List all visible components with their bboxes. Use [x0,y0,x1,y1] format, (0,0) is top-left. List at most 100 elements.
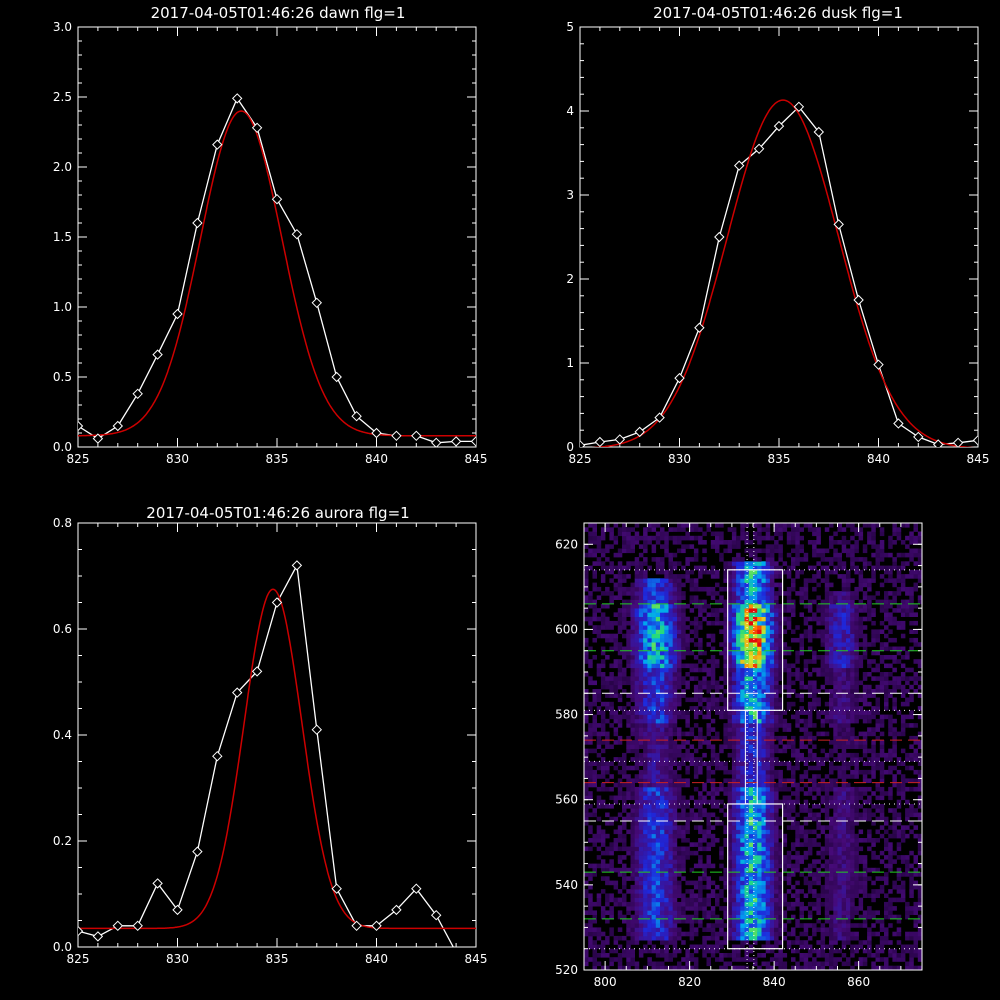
heatmap-cell [672,612,678,617]
heatmap-cell [757,540,762,545]
heatmap-cell [744,706,749,711]
heatmap-cell [778,523,783,528]
heatmap-cell [655,808,661,813]
heatmap-cell [736,735,741,741]
heatmap-cell [668,676,673,681]
heatmap-cell [689,761,695,766]
heatmap-cell [706,680,711,686]
heatmap-cell [769,786,775,792]
heatmap-cell [626,735,631,741]
heatmap-cell [727,889,733,894]
heatmap-cell [829,637,834,643]
heatmap-cell [744,723,749,728]
heatmap-cell [824,663,830,669]
heatmap-cell [600,650,606,656]
heatmap-cell [786,880,792,886]
heatmap-cell [609,680,614,686]
heatmap-cell [702,944,707,950]
heatmap-cell [685,680,690,686]
heatmap-cell [727,629,733,634]
heatmap-cell [626,846,631,852]
heatmap-cell [778,735,783,741]
heatmap-cell [605,744,610,749]
heatmap-cell [833,633,838,639]
heatmap-cell [723,744,728,749]
heatmap-cell [740,812,745,818]
heatmap-cell [638,927,644,932]
heatmap-cell [630,616,635,622]
heatmap-cell [740,872,745,877]
heatmap-cell [748,757,754,762]
heatmap-cell [609,531,614,537]
heatmap-cell [626,778,631,783]
heatmap-cell [647,757,652,762]
heatmap-cell [769,748,775,754]
heatmap-cell [736,723,741,728]
heatmap-cell [664,672,669,677]
heatmap-cell [736,846,741,852]
heatmap-cell [723,884,728,890]
heatmap-cell [626,540,631,545]
heatmap-cell [795,569,800,575]
heatmap-cell [681,637,686,643]
heatmap-cell [672,752,678,758]
heatmap-cell [689,544,695,549]
heatmap-cell [719,531,724,537]
heatmap-cell [795,889,800,894]
heatmap-cell [753,608,758,613]
heatmap-cell [681,897,686,903]
heatmap-cell [812,778,817,783]
heatmap-cell [638,710,644,715]
heatmap-cell [638,637,644,643]
heatmap-cell [731,531,737,537]
heatmap-cell [803,663,809,669]
heatmap-cell [774,799,779,805]
heatmap-cell [727,786,733,792]
heatmap-cell [660,714,665,720]
heatmap-cell [668,761,673,766]
heatmap-cell [647,591,652,596]
heatmap-cell [753,574,758,579]
heatmap-cell [592,608,597,613]
heatmap-cell [820,620,826,626]
heatmap-cell [799,740,804,745]
heatmap-cell [723,897,728,903]
heatmap-cell [820,944,826,950]
heatmap-cell [647,872,652,877]
heatmap-cell [600,616,606,622]
heatmap-cell [719,846,724,852]
heatmap-cell [816,825,821,830]
heatmap-cell [715,957,720,962]
heatmap-cell [660,591,665,596]
heatmap-cell [807,616,813,622]
heatmap-cell [672,880,678,886]
heatmap-cell [715,923,720,928]
heatmap-cell [824,672,830,677]
heatmap-cell [664,735,669,741]
heatmap-cell [744,637,749,643]
heatmap-cell [651,906,657,911]
heatmap-cell [685,901,690,907]
heatmap-cell [634,812,640,818]
heatmap-cell [799,727,804,732]
heatmap-cell [634,731,640,737]
heatmap-cell [761,740,766,745]
heatmap-cell [812,757,817,762]
heatmap-cell [753,616,758,622]
heatmap-cell [812,795,817,801]
heatmap-cell [638,535,644,541]
heatmap-cell [765,906,771,911]
heatmap-cell [744,718,749,724]
heatmap-cell [693,735,699,741]
heatmap-cell [786,531,792,537]
heatmap-cell [660,821,665,826]
heatmap-cell [816,552,821,558]
heatmap-cell [647,582,652,588]
heatmap-cell [837,872,842,877]
heatmap-cell [795,535,800,541]
heatmap-cell [651,786,657,792]
heatmap-cell [833,693,838,698]
heatmap-cell [588,731,593,737]
heatmap-cell [706,706,711,711]
heatmap-cell [837,757,842,762]
